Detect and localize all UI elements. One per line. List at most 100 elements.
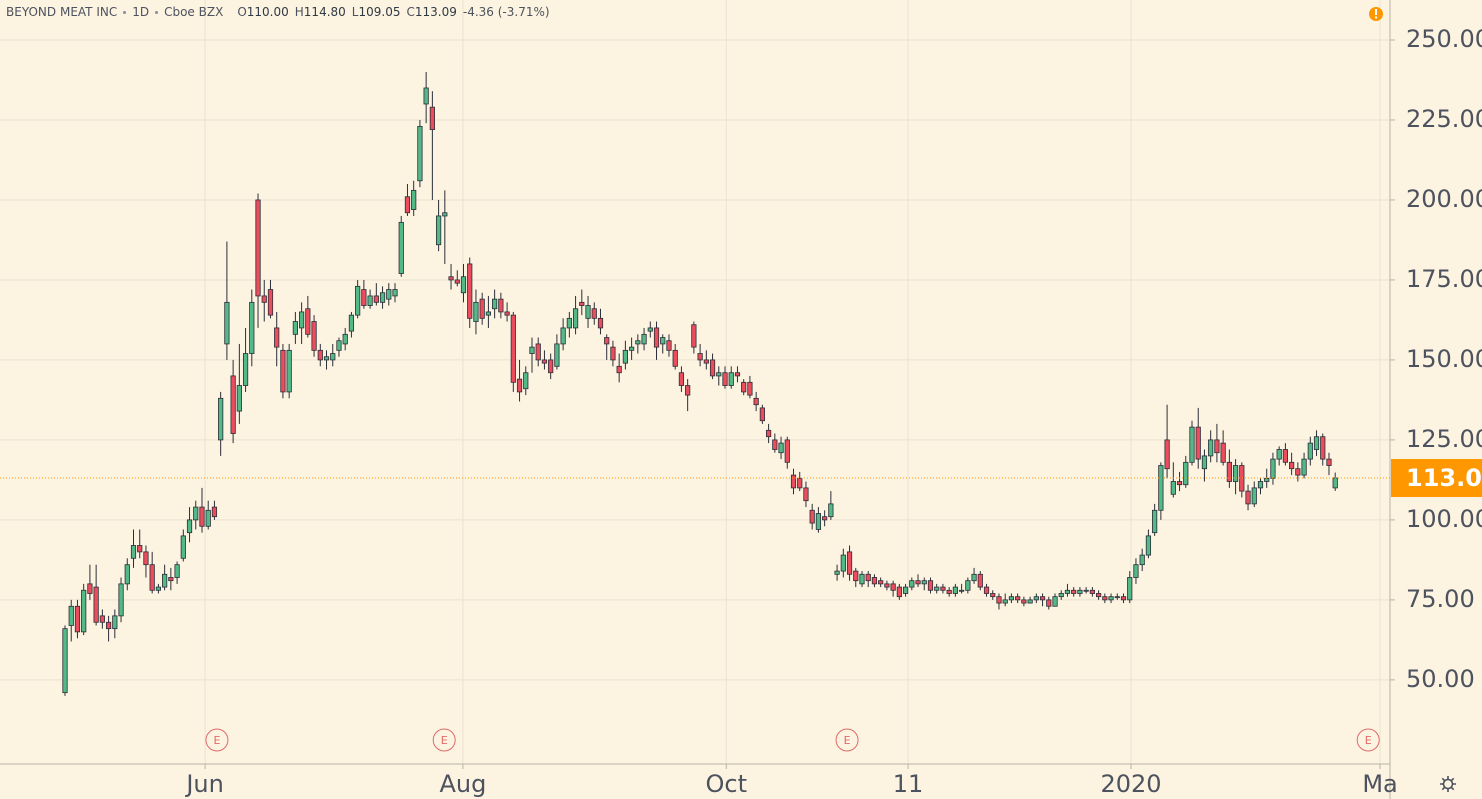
candle-body (1015, 596, 1021, 601)
settings-icon[interactable] (1440, 776, 1456, 792)
candle-body (361, 289, 367, 306)
candle-body (1139, 554, 1145, 566)
candle-body (1002, 599, 1008, 604)
candle-body (772, 439, 778, 450)
y-tick-label: 100.00 (1406, 505, 1482, 533)
candle-body (118, 583, 124, 617)
candle-body (629, 346, 635, 351)
candle-body (1189, 426, 1195, 463)
earnings-circle (835, 728, 859, 752)
earnings-marker[interactable]: E (1356, 728, 1380, 752)
candle-body (1158, 465, 1164, 511)
candle-body (429, 106, 435, 130)
candle-body (149, 564, 155, 591)
candle-body (305, 308, 311, 335)
candle-body (921, 580, 927, 585)
y-tick-label: 250.00 (1406, 25, 1482, 53)
candle-body (1326, 458, 1332, 466)
exchange: Cboe BZX (164, 5, 224, 19)
candle-body (348, 314, 355, 332)
candle-body (635, 340, 641, 345)
earnings-label: E (441, 734, 448, 747)
candle-body (1313, 436, 1320, 450)
quote-label: L (351, 5, 359, 19)
candle-body (174, 564, 180, 578)
candle-body (597, 317, 604, 329)
candle-body (560, 327, 566, 345)
candle-body (1077, 589, 1083, 594)
earnings-label: E (213, 734, 220, 747)
candle-body (317, 349, 323, 361)
candle-body (753, 397, 759, 406)
earnings-marker[interactable]: E (835, 728, 859, 752)
candle-body (112, 615, 118, 630)
candle-body (1064, 589, 1071, 594)
candle-body (373, 295, 379, 303)
x-tick-label: 11 (893, 770, 924, 798)
quote-value: 113.09 (414, 5, 457, 19)
alert-icon[interactable] (1369, 7, 1383, 21)
candle-body (709, 359, 716, 377)
candle-body (392, 289, 398, 297)
candle-body (1176, 481, 1183, 486)
candle-body (323, 356, 330, 361)
candle-body (747, 381, 753, 396)
candle-body (330, 353, 336, 361)
candle-body (1145, 535, 1152, 556)
candle-body (965, 580, 971, 591)
candle-body (765, 429, 772, 438)
candle-body (81, 589, 87, 633)
candle-body (1226, 461, 1232, 482)
candle-body (1114, 596, 1120, 599)
symbol-name[interactable]: BEYOND MEAT INC (6, 5, 118, 19)
candle-body (186, 519, 193, 534)
candle-body (1282, 449, 1288, 463)
candle-body (523, 372, 529, 390)
candle-body (1214, 439, 1220, 454)
candle-body (467, 263, 473, 319)
candle-body (983, 586, 990, 594)
candle-body (697, 353, 703, 361)
candle-body (62, 628, 68, 694)
candle-body (572, 308, 579, 329)
x-tick-label: Ma (1362, 770, 1397, 798)
axes (0, 0, 1391, 799)
candle-body (1239, 465, 1245, 492)
candle-body (1183, 461, 1189, 486)
candle-body (529, 346, 535, 354)
candles (62, 71, 1338, 696)
candle-body (498, 298, 504, 313)
interval[interactable]: 1D (132, 5, 150, 19)
earnings-marker[interactable]: E (432, 728, 456, 752)
candle-body (647, 327, 653, 332)
candle-body (734, 372, 741, 377)
earnings-circle (1356, 728, 1380, 752)
candle-body (884, 583, 890, 588)
candle-body (492, 298, 498, 310)
candle-body (473, 301, 479, 322)
x-tick-label: 2020 (1100, 770, 1161, 798)
y-tick-label: 150.00 (1406, 345, 1482, 373)
candle-body (672, 349, 678, 367)
earnings-marker[interactable]: E (205, 728, 229, 752)
candle-body (703, 359, 709, 364)
x-tick-label: Oct (706, 770, 748, 798)
candle-body (871, 577, 878, 585)
candle-body (878, 580, 884, 585)
candle-body (367, 295, 373, 306)
candle-body (1295, 468, 1301, 476)
candle-body (379, 292, 386, 303)
candle-body (1264, 477, 1270, 482)
candle-body (423, 87, 429, 105)
candle-body (566, 317, 572, 329)
candle-body (541, 359, 548, 364)
candle-body (1083, 589, 1089, 592)
candle-body (1052, 596, 1058, 607)
candle-body (99, 615, 105, 623)
candle-body (853, 570, 859, 582)
candle-body (940, 586, 946, 591)
candle-body (759, 407, 765, 422)
settings-gear[interactable] (1442, 778, 1454, 790)
candle-body (1232, 465, 1239, 482)
